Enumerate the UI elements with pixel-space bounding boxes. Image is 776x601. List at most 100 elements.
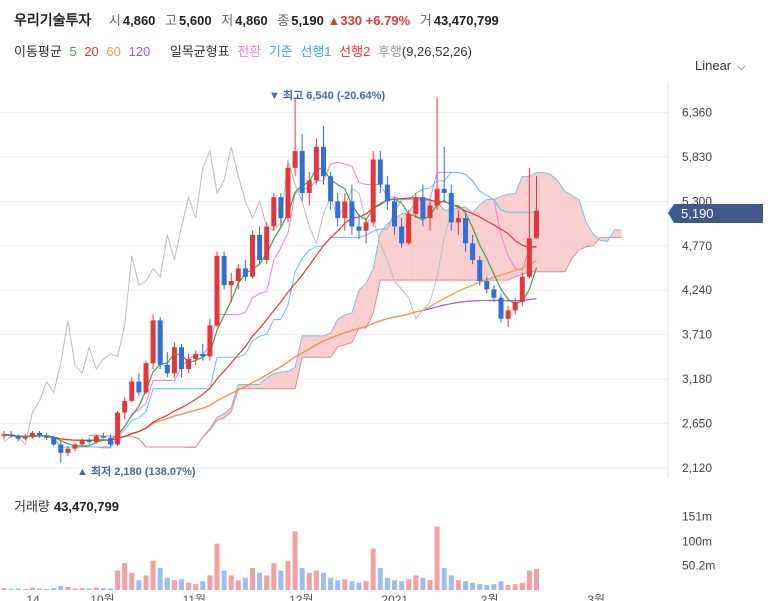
ma120-label: 120	[128, 44, 151, 59]
candle	[214, 251, 220, 328]
volume-bar	[129, 572, 135, 590]
candle-body	[143, 363, 149, 393]
stock-name: 우리기술투자	[14, 12, 92, 28]
candle	[448, 184, 454, 231]
price-tick: 4,240	[682, 283, 712, 297]
candle-body	[29, 432, 35, 437]
candle	[250, 230, 255, 279]
candle-body	[122, 400, 128, 413]
volume-bar	[519, 582, 525, 590]
candle	[335, 192, 341, 227]
volume-bar	[356, 582, 362, 590]
candle-body	[44, 435, 50, 438]
candle	[384, 176, 390, 210]
cloud-segment	[501, 194, 509, 281]
candle	[58, 441, 64, 463]
candle	[37, 431, 42, 438]
candle	[122, 397, 128, 420]
moving-averages	[3, 167, 538, 447]
volume-bar	[448, 575, 454, 590]
candle	[434, 97, 440, 210]
volume-bar	[250, 568, 255, 590]
candle-body	[1, 434, 7, 437]
candle-body	[72, 444, 78, 449]
candle	[463, 213, 468, 252]
volume-bar	[505, 585, 511, 590]
candle	[235, 264, 241, 290]
lagging-label: 후행	[377, 44, 402, 59]
cloud-segment	[451, 207, 459, 281]
candle-body	[136, 381, 142, 393]
candle-body	[377, 159, 383, 185]
ma60-line	[3, 260, 537, 441]
candle-body	[505, 310, 511, 319]
volume-bar	[278, 570, 284, 590]
candle	[228, 272, 234, 302]
candle-body	[150, 320, 156, 364]
volume-bar	[221, 570, 227, 590]
candle-body	[321, 146, 326, 177]
candle	[8, 431, 14, 438]
time-tick: 14	[26, 593, 40, 601]
volume-bar	[29, 587, 35, 590]
cloud-segment	[543, 172, 551, 272]
candle	[519, 272, 525, 307]
candle-body	[491, 289, 497, 298]
volume-bar	[264, 575, 270, 590]
candle	[171, 342, 177, 378]
candle	[264, 222, 270, 265]
candle-body	[420, 197, 426, 219]
volume-bar	[143, 575, 149, 590]
candle	[200, 343, 206, 361]
conversion-line	[4, 161, 537, 449]
volume-total: 43,470,799	[53, 499, 119, 514]
last-price-tag: 5,190	[668, 204, 763, 223]
candle	[399, 218, 405, 248]
volume-bar	[1, 588, 7, 590]
candle	[285, 163, 291, 223]
cloud-segment	[373, 232, 381, 314]
candle	[470, 234, 476, 265]
candle	[93, 434, 99, 444]
span2-label: 선행2	[339, 44, 371, 59]
cloud-segment	[593, 234, 601, 246]
ichimoku-label[interactable]: 일목균형표	[169, 44, 230, 59]
candle-body	[271, 197, 277, 227]
cloud-segment	[366, 268, 374, 328]
ichimoku-cloud	[4, 161, 622, 449]
price-tick: 2,120	[682, 461, 712, 475]
volume-bar	[100, 588, 106, 590]
lagging-line	[3, 146, 452, 446]
base-label: 기준	[268, 44, 293, 59]
candle-body	[228, 281, 234, 286]
candle-body	[342, 201, 348, 219]
candle	[313, 138, 319, 185]
time-tick: 3월	[587, 593, 605, 601]
volume-bar	[228, 575, 234, 590]
volume-axis-ticks: 151m 100m 50.2m	[682, 509, 715, 572]
volume-bar	[285, 560, 291, 590]
cloud-segment	[550, 174, 558, 272]
scale-selector[interactable]: Linear ⌵	[695, 58, 745, 74]
candle-body	[193, 353, 199, 359]
volume-bar	[15, 588, 21, 590]
candle	[179, 343, 184, 378]
price-tick: 3,180	[682, 372, 712, 386]
candle-body	[384, 184, 390, 202]
volume-bar	[257, 572, 263, 590]
conversion-label: 전환	[237, 44, 262, 59]
change-percent: +6.79%	[365, 13, 411, 28]
candle	[342, 192, 348, 231]
candle-body	[477, 260, 483, 281]
cloud-segment	[515, 176, 523, 277]
price-axis-ticks: 6,3605,8305,3004,7704,2403,7103,1802,650…	[682, 106, 712, 475]
ma-label[interactable]: 이동평균	[14, 44, 62, 59]
candle	[157, 317, 163, 370]
last-price-label: 5,190	[681, 206, 714, 221]
candle	[370, 151, 376, 227]
candle-body	[51, 437, 57, 445]
volume-bar	[526, 570, 532, 590]
cloud-segment	[266, 373, 274, 389]
candles	[1, 97, 539, 463]
